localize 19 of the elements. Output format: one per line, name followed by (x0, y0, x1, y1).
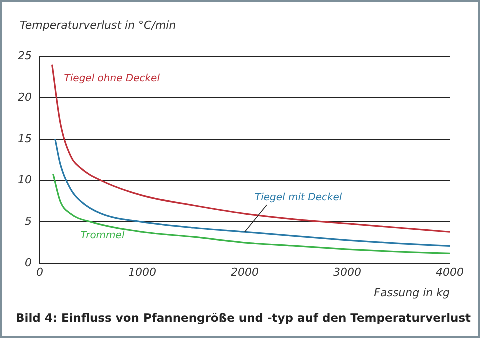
y-tick-label: 0 (24, 256, 32, 270)
line-series (52, 173, 450, 254)
x-tick-label: 0 (36, 266, 44, 280)
x-tick-label: 3000 (334, 266, 362, 280)
line-series (54, 138, 450, 248)
y-axis-title: Temperaturverlust in °C/min (20, 19, 176, 32)
series-label: Tiegel ohne Deckel (64, 73, 160, 84)
y-tick-label: 25 (18, 49, 32, 62)
y-tick-label: 15 (18, 132, 32, 146)
y-tick-label: 10 (18, 174, 32, 187)
x-tick-label: 4000 (436, 266, 464, 280)
y-tick-label: 20 (18, 90, 32, 104)
x-tick-label: 2000 (231, 266, 259, 280)
x-tick-label: 1000 (128, 266, 156, 280)
text: Bild 4: Einfluss von Pfannengröße und -typ auf den Temperaturverlust (16, 311, 472, 325)
series-label: Trommel (80, 230, 125, 242)
x-axis-title: Fassung in kg (374, 286, 450, 300)
text: Tiegel mit Deckel (255, 192, 342, 204)
y-tick-label: 5 (24, 215, 32, 228)
